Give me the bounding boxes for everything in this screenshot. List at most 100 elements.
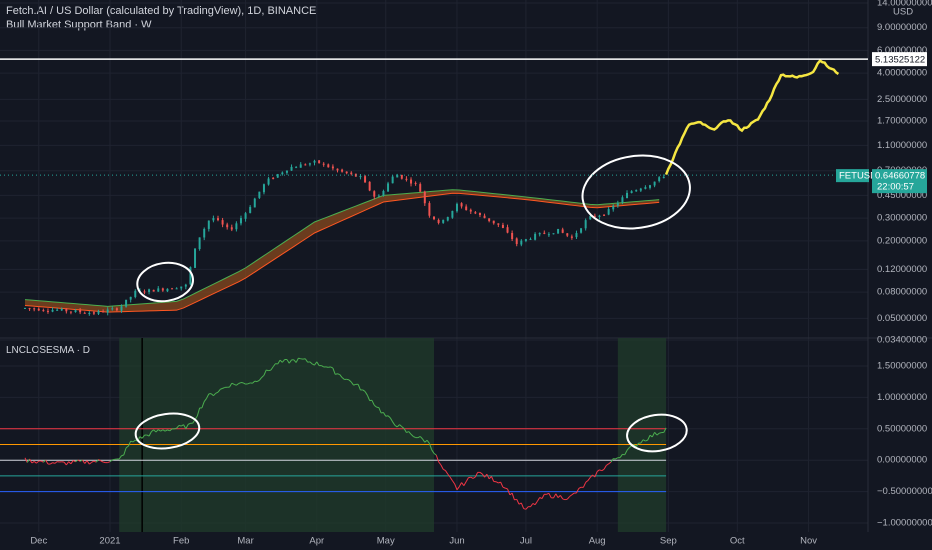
candle-body bbox=[217, 218, 219, 221]
oscillator-segment bbox=[82, 459, 86, 464]
oscillator-segment bbox=[389, 417, 394, 423]
candle-body bbox=[281, 172, 284, 175]
candle-body bbox=[584, 220, 587, 229]
candle-body bbox=[313, 160, 316, 163]
oscillator-segment bbox=[608, 461, 612, 465]
oscillator-segment bbox=[31, 461, 35, 464]
candle-body bbox=[285, 170, 288, 173]
candle-body bbox=[327, 164, 330, 168]
candle-body bbox=[589, 216, 592, 220]
oscillator-segment bbox=[86, 460, 90, 465]
candle-body bbox=[161, 288, 164, 291]
y-tick-label: 1.10000000 bbox=[877, 140, 927, 151]
oscillator-segment bbox=[40, 460, 44, 463]
oscillator-segment bbox=[651, 432, 656, 438]
oscillator-segment bbox=[383, 412, 387, 417]
oscillator-segment bbox=[213, 392, 217, 397]
oscillator-segment bbox=[210, 393, 214, 397]
oscillator-segment bbox=[656, 432, 660, 436]
x-tick-label: Jul bbox=[520, 536, 532, 547]
oscillator-segment bbox=[328, 366, 331, 368]
oscillator-segment bbox=[298, 357, 301, 360]
candle-body bbox=[547, 234, 550, 236]
target-price-text: 5.13525122 bbox=[875, 55, 925, 66]
candle-body bbox=[221, 220, 224, 225]
candle-body bbox=[207, 220, 210, 229]
candle-body bbox=[88, 312, 91, 314]
oscillator-segment bbox=[490, 476, 495, 482]
oscillator-segment bbox=[157, 429, 161, 432]
candle-body bbox=[460, 203, 463, 207]
candle-body bbox=[593, 215, 596, 217]
candle-body bbox=[566, 233, 569, 236]
candle-body bbox=[354, 173, 357, 177]
candle-body bbox=[497, 223, 500, 225]
oscillator-segment bbox=[465, 477, 469, 482]
last-price-badge bbox=[872, 169, 927, 194]
candle-body bbox=[134, 290, 137, 297]
x-tick-label: Oct bbox=[730, 536, 745, 547]
candle-body bbox=[97, 311, 100, 314]
osc-y-tick-label: 1.50000000 bbox=[877, 361, 927, 372]
oscillator-segment bbox=[488, 476, 492, 480]
oscillator-segment bbox=[381, 411, 384, 414]
oscillator-segment bbox=[272, 363, 276, 368]
oscillator-segment bbox=[100, 460, 104, 463]
oscillator-segment bbox=[252, 380, 256, 384]
x-tick-label: Dec bbox=[30, 536, 47, 547]
oscillator-segment bbox=[52, 462, 55, 464]
y-tick-label: 0.30000000 bbox=[877, 213, 927, 224]
oscillator-segment bbox=[279, 359, 283, 363]
oscillator-segment bbox=[539, 497, 543, 500]
oscillator-segment bbox=[635, 442, 639, 447]
oscillator-segment bbox=[424, 439, 428, 443]
oscillator-segment bbox=[346, 378, 350, 381]
oscillator-segment bbox=[357, 384, 361, 391]
candle-body bbox=[520, 240, 523, 245]
oscillator-segment bbox=[63, 461, 67, 466]
x-tick-label: May bbox=[377, 536, 395, 547]
oscillator-segment bbox=[220, 387, 223, 390]
candle-body bbox=[612, 205, 615, 210]
oscillator-segment bbox=[647, 434, 651, 441]
annotation-circle bbox=[581, 154, 691, 230]
oscillator-segment bbox=[654, 431, 658, 436]
candle-body bbox=[51, 309, 54, 312]
oscillator-segment bbox=[178, 424, 182, 427]
chart-title: Fetch.AI / US Dollar (calculated by Trad… bbox=[6, 5, 317, 17]
oscillator-segment bbox=[162, 429, 166, 432]
oscillator-segment bbox=[401, 426, 405, 429]
candle-body bbox=[28, 308, 31, 310]
candle-body bbox=[253, 198, 256, 208]
oscillator-segment bbox=[174, 427, 177, 430]
oscillator-segment bbox=[589, 474, 593, 478]
oscillator-segment bbox=[472, 476, 476, 479]
candle-body bbox=[33, 308, 36, 310]
target-price-badge bbox=[872, 52, 927, 67]
oscillator-segment bbox=[332, 367, 336, 375]
oscillator-segment bbox=[615, 457, 619, 460]
oscillator-segment bbox=[45, 459, 49, 465]
candle-body bbox=[56, 309, 59, 311]
oscillator-segment bbox=[155, 429, 159, 433]
oscillator-segment bbox=[337, 373, 340, 376]
oscillator-segment bbox=[127, 440, 132, 447]
candle-body bbox=[262, 184, 265, 193]
x-tick-label: Sep bbox=[660, 536, 677, 547]
oscillator-segment bbox=[339, 374, 343, 378]
candle-body bbox=[534, 233, 537, 240]
support-band-upper bbox=[24, 189, 660, 307]
oscillator-segment bbox=[456, 486, 460, 491]
candle-body bbox=[295, 167, 298, 169]
candle-body bbox=[580, 228, 583, 233]
oscillator-segment bbox=[247, 382, 251, 385]
candle-body bbox=[478, 212, 481, 216]
oscillator-segment bbox=[578, 486, 582, 489]
oscillator-segment bbox=[373, 404, 377, 408]
oscillator-segment bbox=[146, 434, 150, 437]
x-tick-label: Jun bbox=[449, 536, 464, 547]
oscillator-segment bbox=[619, 454, 623, 458]
oscillator-segment bbox=[495, 481, 499, 484]
candle-body bbox=[184, 284, 187, 287]
